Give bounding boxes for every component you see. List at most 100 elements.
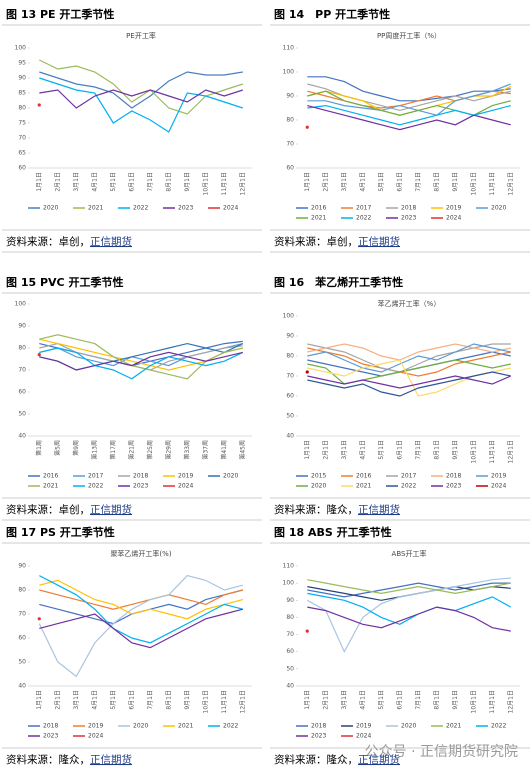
series-line (307, 579, 511, 595)
legend-label: 2020 (133, 723, 148, 730)
x-tick-label: 2月1日 (322, 440, 329, 460)
x-tick-label: 第33周 (183, 440, 191, 460)
source-link: 正信期货 (358, 753, 400, 766)
legend-label: 2023 (311, 733, 326, 740)
source-link: 正信期货 (90, 503, 132, 516)
x-tick-label: 6月1日 (396, 690, 403, 710)
legend-label: 2017 (356, 205, 371, 212)
series-line (39, 342, 244, 371)
y-tick-label: 50 (286, 413, 294, 420)
series-line (39, 579, 243, 620)
x-tick-label: 1月1日 (36, 172, 43, 192)
source-text: 资料来源：隆众， (274, 503, 358, 516)
legend-label: 2024 (356, 733, 371, 740)
legend-label: 2020 (401, 723, 416, 730)
x-tick-label: 3月1日 (341, 440, 348, 460)
legend-label: 2017 (401, 473, 416, 480)
x-tick-label: 第37周 (201, 440, 209, 460)
legend-label: 2018 (446, 473, 461, 480)
y-tick-label: 65 (18, 150, 26, 157)
x-tick-label: 1月1日 (304, 172, 311, 192)
series-line (307, 343, 511, 373)
y-tick-label: 90 (18, 563, 26, 570)
legend-label: 2020 (311, 483, 326, 490)
x-tick-label: 4月1日 (359, 690, 366, 710)
x-tick-label: 第41周 (220, 440, 228, 460)
x-tick-label: 9月1日 (452, 690, 459, 710)
figure-caption: 图 18 ABS 开工季节性 (274, 525, 392, 539)
legend-label: 2021 (446, 723, 461, 730)
y-tick-label: 100 (283, 580, 295, 587)
legend-label: 2018 (133, 473, 148, 480)
x-tick-label: 11月1日 (221, 172, 228, 195)
legend-label: 2016 (311, 205, 326, 212)
series-line (39, 342, 243, 371)
y-tick-label: 70 (286, 373, 294, 380)
source-text: 资料来源：卓创， (6, 503, 90, 516)
y-tick-label: 40 (18, 683, 26, 690)
x-tick-label: 1月1日 (304, 440, 311, 460)
x-tick-label: 第21周 (127, 440, 135, 460)
y-tick-label: 85 (18, 90, 26, 97)
y-tick-label: 75 (18, 120, 26, 127)
chart-title: PP周度开工率（%） (377, 31, 441, 40)
y-tick-label: 40 (18, 433, 26, 440)
x-tick-label: 9月1日 (184, 690, 191, 710)
x-tick-label: 12月1日 (239, 690, 246, 713)
x-tick-label: 7月1日 (147, 690, 154, 710)
source-text: 资料来源：卓创， (274, 235, 358, 248)
legend-label: 2023 (43, 733, 58, 740)
y-tick-label: 95 (18, 60, 26, 67)
y-tick-label: 90 (286, 93, 294, 100)
x-tick-label: 第13周 (90, 440, 98, 460)
x-tick-label: 7月1日 (147, 172, 154, 192)
chart-title: 聚苯乙烯开工率(%) (110, 549, 171, 558)
series-line (307, 371, 511, 397)
x-tick-label: 5月1日 (110, 690, 117, 710)
x-tick-label: 9月1日 (184, 172, 191, 192)
x-tick-label: 10月1日 (470, 690, 477, 713)
chart-title: 苯乙烯开工率（%） (378, 299, 441, 308)
x-tick-label: 11月1日 (489, 690, 496, 713)
y-tick-label: 70 (18, 135, 26, 142)
legend-label: 2021 (311, 215, 326, 222)
figure-caption: 图 13 PE 开工季节性 (6, 7, 114, 21)
y-tick-label: 40 (286, 683, 294, 690)
legend-label: 2022 (491, 723, 506, 730)
source-link: 正信期货 (358, 503, 400, 516)
legend-label: 2022 (223, 723, 238, 730)
x-tick-label: 第25周 (146, 440, 154, 460)
y-tick-label: 60 (18, 165, 26, 172)
legend-label: 2022 (133, 205, 148, 212)
legend-label: 2018 (311, 723, 326, 730)
x-tick-label: 5月1日 (378, 440, 385, 460)
y-tick-label: 100 (283, 69, 295, 76)
x-tick-label: 第29周 (164, 440, 172, 460)
x-tick-label: 第9周 (72, 440, 80, 456)
legend-label: 2024 (446, 215, 461, 222)
legend-label: 2023 (133, 483, 148, 490)
y-tick-label: 90 (286, 333, 294, 340)
series-line (39, 575, 243, 644)
series-line (38, 574, 243, 678)
y-tick-label: 70 (18, 367, 26, 374)
legend-label: 2023 (178, 205, 193, 212)
figure-caption: 图 14 PP 开工季节性 (274, 7, 390, 21)
y-tick-label: 50 (286, 665, 294, 672)
chart-title: PE开工率 (126, 31, 156, 40)
series-point (305, 370, 309, 374)
series-line (39, 89, 243, 109)
x-tick-label: 4月1日 (359, 440, 366, 460)
y-tick-label: 110 (283, 45, 295, 52)
x-tick-label: 2月1日 (54, 172, 61, 192)
y-tick-label: 60 (18, 635, 26, 642)
series-line (307, 359, 511, 385)
series-line (307, 343, 511, 373)
source-text: 资料来源：隆众， (274, 753, 358, 766)
x-tick-label: 10月1日 (202, 172, 209, 195)
legend-label: 2023 (446, 483, 461, 490)
y-tick-label: 50 (18, 659, 26, 666)
legend-label: 2019 (178, 473, 193, 480)
y-tick-label: 70 (286, 631, 294, 638)
